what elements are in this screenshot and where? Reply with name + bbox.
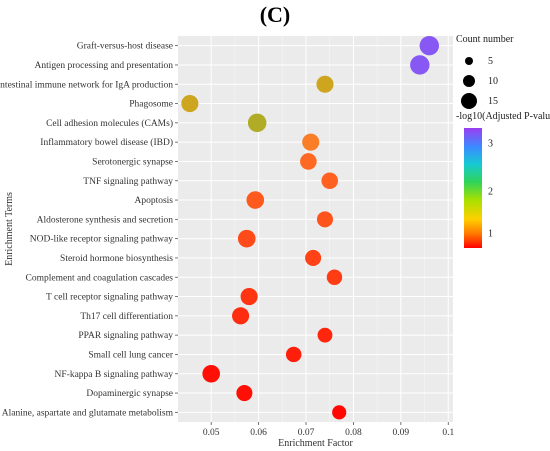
data-point (302, 133, 320, 151)
data-point (326, 269, 343, 285)
data-point (316, 211, 334, 228)
data-point (236, 385, 253, 402)
y-tick-label: Cell adhesion molecules (CAMs) (46, 118, 173, 129)
color-legend-title: -log10(Adjusted P-value) (456, 111, 550, 122)
y-tick-label: Complement and coagulation cascades (26, 273, 174, 283)
colorbar (464, 128, 482, 248)
y-tick-label: Antigen processing and presentation (34, 61, 173, 71)
y-tick-label: Small cell lung cancer (88, 350, 174, 360)
data-point (232, 307, 250, 325)
size-legend-dot (465, 57, 473, 65)
size-legend-dot (461, 93, 477, 109)
data-point (321, 172, 339, 190)
panel-label: (C) (259, 2, 291, 27)
y-tick-label: Serotonergic synapse (92, 157, 173, 167)
size-legend: Count number 5 10 15 (456, 34, 550, 111)
y-tick-label: TNF signaling pathway (83, 177, 173, 187)
y-tick-label: Alanine, aspartate and glutamate metabol… (2, 408, 174, 418)
plot-panel (178, 36, 453, 422)
y-tick-label: NOD-like receptor signaling pathway (30, 235, 173, 245)
size-legend-item: 5 (456, 51, 550, 71)
data-point (410, 55, 430, 75)
y-tick-label: Th17 cell differentiation (80, 311, 173, 322)
size-legend-dot (463, 75, 475, 87)
x-tick-label: 0.08 (345, 428, 362, 438)
y-axis-title: Enrichment Terms (4, 192, 15, 266)
size-legend-label: 10 (488, 75, 498, 87)
y-tick-label: Aldosterone synthesis and secretion (37, 215, 174, 225)
x-tick-label: 0.09 (393, 428, 410, 438)
colorbar-tick-label: 3 (488, 138, 493, 150)
y-tick-label: T cell receptor signaling pathway (46, 293, 173, 303)
y-tick-label: Inflammatory bowel disease (IBD) (40, 137, 173, 148)
y-tick-label: Steroid hormone biosynthesis (60, 254, 173, 264)
x-tick-label: 0.05 (203, 428, 220, 438)
y-tick-label: Dopaminergic synapse (86, 389, 173, 399)
color-legend: -log10(Adjusted P-value) 3 2 1 (456, 111, 550, 248)
size-legend-item: 15 (456, 91, 550, 111)
x-axis-title: Enrichment Factor (278, 438, 353, 449)
data-point (332, 405, 347, 420)
data-point (419, 35, 439, 56)
size-legend-label: 5 (488, 55, 493, 67)
data-point (317, 327, 333, 343)
data-point (246, 191, 265, 209)
data-point (305, 249, 322, 266)
data-point (285, 346, 302, 363)
y-tick-label: Phagosome (129, 100, 173, 110)
data-point (240, 287, 258, 306)
colorbar-tick-label: 2 (488, 186, 493, 198)
y-tick-label: Apoptosis (134, 196, 173, 206)
y-tick-label: Graft-versus-host disease (77, 41, 173, 52)
data-point (202, 364, 220, 383)
x-tick-label: 0.06 (250, 428, 267, 438)
x-tick-label: 0.07 (298, 428, 315, 438)
data-point (247, 113, 267, 133)
size-legend-label: 15 (488, 95, 498, 107)
colorbar-tick-label: 1 (488, 228, 493, 240)
data-point (181, 94, 199, 113)
y-tick-label: PPAR signaling pathway (78, 331, 173, 341)
data-point (237, 229, 256, 248)
data-point (316, 75, 334, 93)
y-tick-label: Intestinal immune network for IgA produc… (0, 79, 173, 90)
x-tick-label: 0.1 (442, 428, 454, 438)
y-tick-label: NF-kappa B signaling pathway (55, 370, 174, 380)
size-legend-item: 10 (456, 71, 550, 91)
size-legend-title: Count number (456, 34, 514, 45)
data-point (300, 153, 317, 170)
